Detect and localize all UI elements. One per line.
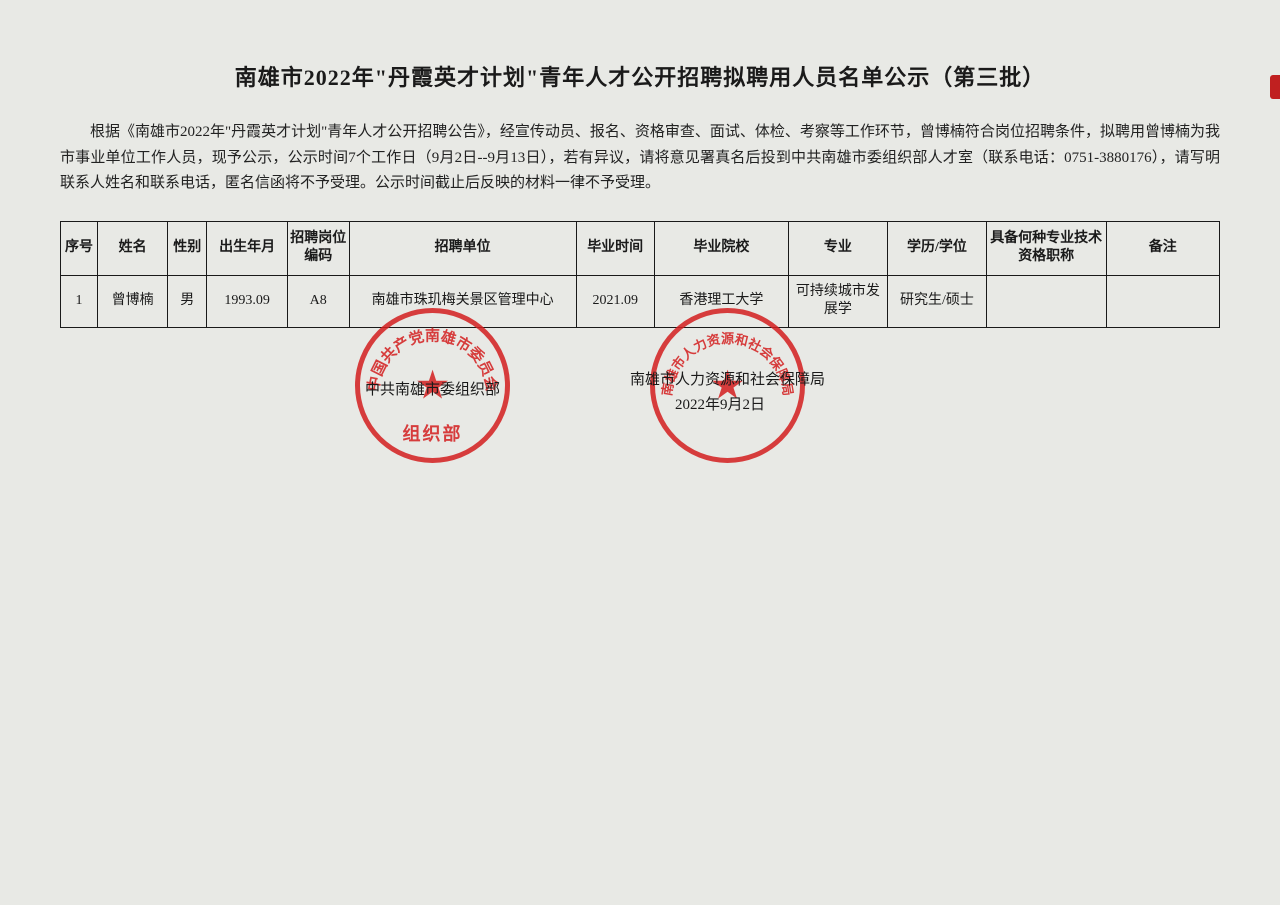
table-row: 1 曾博楠 男 1993.09 A8 南雄市珠玑梅关景区管理中心 2021.09… [61,275,1220,327]
document-page: 南雄市2022年"丹霞英才计划"青年人才公开招聘拟聘用人员名单公示（第三批） 根… [60,60,1220,538]
td-degree: 研究生/硕士 [887,275,986,327]
th-seq: 序号 [61,221,98,275]
table-header-row: 序号 姓名 性别 出生年月 招聘岗位编码 招聘单位 毕业时间 毕业院校 专业 学… [61,221,1220,275]
th-name: 姓名 [98,221,168,275]
td-code: A8 [287,275,349,327]
signature-org-right: 南雄市人力资源和社会保障局 [630,368,825,389]
th-major: 专业 [788,221,887,275]
td-gender: 男 [168,275,207,327]
td-name: 曾博楠 [98,275,168,327]
announcement-paragraph: 根据《南雄市2022年"丹霞英才计划"青年人才公开招聘公告》，经宣传动员、报名、… [60,120,1220,197]
td-birth: 1993.09 [207,275,287,327]
th-degree: 学历/学位 [887,221,986,275]
td-major: 可持续城市发展学 [788,275,887,327]
personnel-table: 序号 姓名 性别 出生年月 招聘岗位编码 招聘单位 毕业时间 毕业院校 专业 学… [60,221,1220,328]
th-remark: 备注 [1106,221,1220,275]
td-remark [1106,275,1220,327]
seal-signature-area: 中国共产党南雄市委员会 ★ 组织部 南雄市人力资源和社会保障局 ★ 中共南雄市委… [60,338,1220,538]
th-gtime: 毕业时间 [576,221,654,275]
document-title: 南雄市2022年"丹霞英才计划"青年人才公开招聘拟聘用人员名单公示（第三批） [60,60,1220,92]
td-qual [986,275,1106,327]
th-qual: 具备何种专业技术资格职称 [986,221,1106,275]
th-unit: 招聘单位 [349,221,576,275]
seal1-bottom-text: 组织部 [360,420,505,446]
th-school: 毕业院校 [654,221,788,275]
signature-date: 2022年9月2日 [675,393,765,414]
page-edge-mark [1270,75,1280,99]
th-code: 招聘岗位编码 [287,221,349,275]
signature-org-left: 中共南雄市委组织部 [365,378,500,399]
th-gender: 性别 [168,221,207,275]
td-seq: 1 [61,275,98,327]
td-gtime: 2021.09 [576,275,654,327]
th-birth: 出生年月 [207,221,287,275]
